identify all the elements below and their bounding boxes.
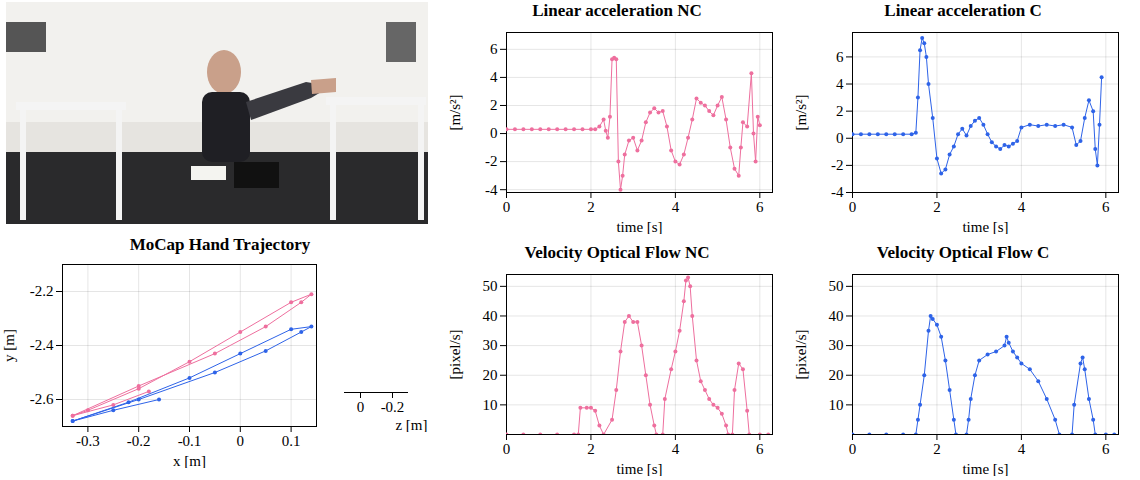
svg-text:6: 6 xyxy=(490,41,498,57)
svg-text:-0.2: -0.2 xyxy=(127,433,151,449)
svg-text:4: 4 xyxy=(490,69,498,85)
svg-text:40: 40 xyxy=(483,308,498,324)
svg-text:z [m]: z [m] xyxy=(395,417,427,433)
svg-text:time [s]: time [s] xyxy=(616,461,662,477)
svg-text:40: 40 xyxy=(829,308,844,324)
svg-text:[pixel/s]: [pixel/s] xyxy=(793,330,809,380)
svg-text:50: 50 xyxy=(829,278,844,294)
svg-text:2: 2 xyxy=(587,441,595,457)
svg-text:0: 0 xyxy=(849,199,857,215)
svg-text:-2: -2 xyxy=(485,153,498,169)
svg-text:-0.1: -0.1 xyxy=(178,433,202,449)
svg-text:2: 2 xyxy=(933,199,941,215)
svg-text:20: 20 xyxy=(483,367,498,383)
svg-text:[m/s²]: [m/s²] xyxy=(447,94,463,130)
svg-text:x [m]: x [m] xyxy=(173,453,206,469)
svg-text:[m/s²]: [m/s²] xyxy=(793,94,809,130)
svg-text:10: 10 xyxy=(483,397,498,413)
svg-text:4: 4 xyxy=(672,199,680,215)
svg-text:2: 2 xyxy=(836,103,844,119)
svg-text:2: 2 xyxy=(587,199,595,215)
html-text:Velocity Optical Flow C: Velocity Optical Flow C xyxy=(876,243,1050,262)
html-text:Velocity Optical Flow NC: Velocity Optical Flow NC xyxy=(524,243,710,262)
svg-text:0: 0 xyxy=(849,441,857,457)
svg-text:6: 6 xyxy=(756,441,764,457)
svg-text:-2.4: -2.4 xyxy=(30,337,54,353)
svg-text:time [s]: time [s] xyxy=(616,219,662,235)
svg-text:4: 4 xyxy=(836,76,844,92)
svg-text:0: 0 xyxy=(503,199,511,215)
svg-text:-0.3: -0.3 xyxy=(76,433,100,449)
svg-text:30: 30 xyxy=(483,337,498,353)
svg-text:0: 0 xyxy=(237,433,245,449)
svg-text:6: 6 xyxy=(756,199,764,215)
svg-text:-4: -4 xyxy=(831,184,844,200)
svg-text:0: 0 xyxy=(490,125,498,141)
svg-text:time [s]: time [s] xyxy=(962,219,1008,235)
svg-text:20: 20 xyxy=(829,367,844,383)
svg-text:0: 0 xyxy=(357,399,365,415)
svg-text:30: 30 xyxy=(829,337,844,353)
svg-text:-2.2: -2.2 xyxy=(30,283,54,299)
svg-text:-4: -4 xyxy=(485,181,498,197)
svg-text:[pixel/s]: [pixel/s] xyxy=(447,330,463,380)
svg-text:4: 4 xyxy=(1018,199,1026,215)
svg-text:0: 0 xyxy=(836,130,844,146)
svg-text:-2.6: -2.6 xyxy=(30,391,54,407)
svg-text:6: 6 xyxy=(836,49,844,65)
svg-text:50: 50 xyxy=(483,278,498,294)
svg-text:2: 2 xyxy=(490,97,498,113)
svg-text:-2: -2 xyxy=(831,157,844,173)
svg-text:0.1: 0.1 xyxy=(282,433,301,449)
svg-text:2: 2 xyxy=(933,441,941,457)
svg-text:4: 4 xyxy=(672,441,680,457)
svg-text:y [m]: y [m] xyxy=(1,329,17,362)
svg-text:6: 6 xyxy=(1102,199,1110,215)
html-text:Linear acceleration C: Linear acceleration C xyxy=(884,1,1042,20)
html-text:MoCap Hand Trajectory: MoCap Hand Trajectory xyxy=(129,235,311,254)
svg-text:0: 0 xyxy=(503,441,511,457)
svg-text:4: 4 xyxy=(1018,441,1026,457)
svg-text:10: 10 xyxy=(829,397,844,413)
svg-text:-0.2: -0.2 xyxy=(381,399,405,415)
svg-text:6: 6 xyxy=(1102,441,1110,457)
svg-text:time [s]: time [s] xyxy=(962,461,1008,477)
html-text:Linear acceleration NC: Linear acceleration NC xyxy=(532,1,702,20)
